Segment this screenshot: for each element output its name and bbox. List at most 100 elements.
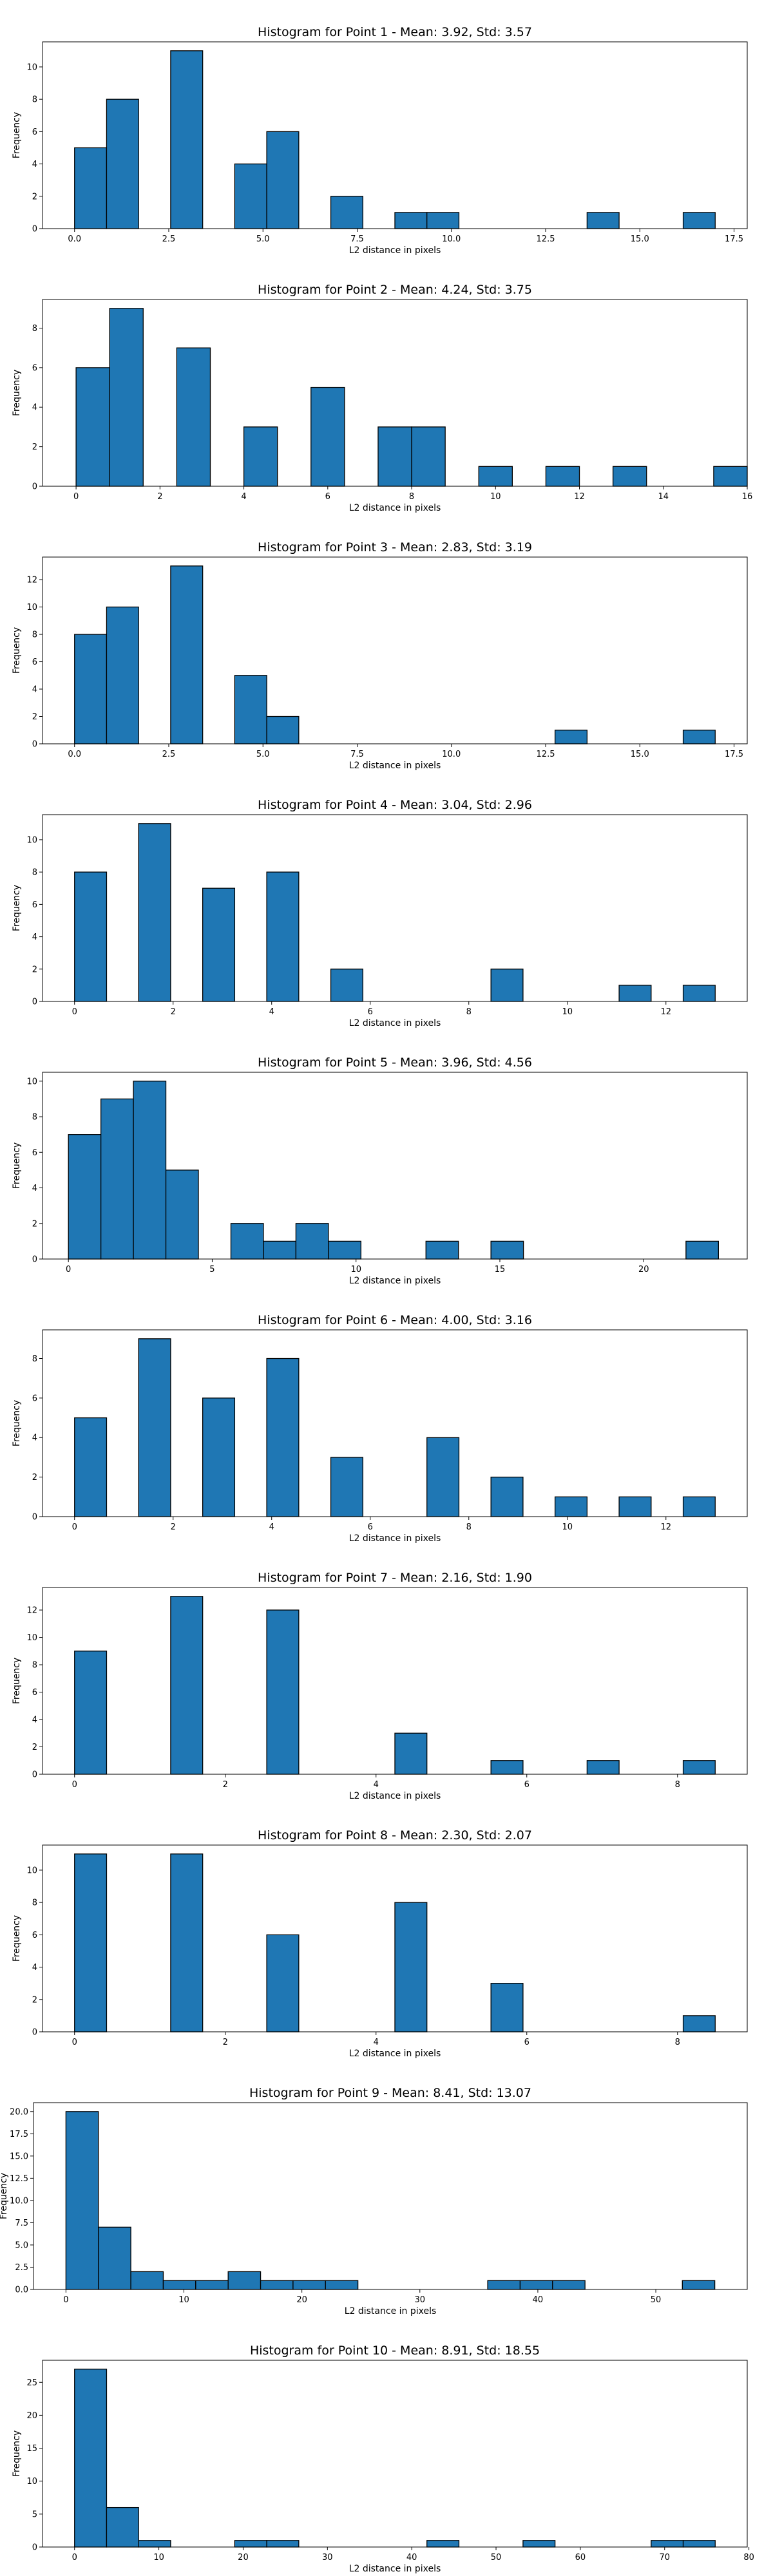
histogram-bar bbox=[165, 1170, 199, 1260]
y-tick-label: 2 bbox=[32, 1219, 37, 1229]
histogram-bar bbox=[682, 985, 716, 1002]
histogram-bar bbox=[138, 1338, 171, 1517]
x-tick-label: 15.0 bbox=[631, 234, 649, 244]
histogram-panel-3: 0.0 2.5 5.0 7.5 10.0 12.5 15.0 17.5 0 2 4 6 8 10 12 His… bbox=[12, 540, 748, 771]
histogram-bar bbox=[330, 1457, 363, 1517]
y-tick-label: 4 bbox=[32, 160, 37, 169]
histogram-bar bbox=[162, 2280, 196, 2290]
histogram-bar bbox=[133, 1081, 167, 1260]
histogram-bar bbox=[545, 466, 580, 487]
histogram-bar bbox=[230, 1223, 264, 1260]
x-tick-label: 12.5 bbox=[537, 234, 555, 244]
y-tick-label: 4 bbox=[32, 1963, 37, 1973]
x-tick-label: 4 bbox=[374, 1780, 379, 1790]
x-tick-label: 16 bbox=[742, 492, 753, 502]
x-tick-label: 17.5 bbox=[725, 750, 743, 759]
histogram-bar bbox=[234, 2540, 267, 2548]
y-axis-label: Frequency bbox=[12, 112, 22, 158]
y-tick-label: 6 bbox=[32, 363, 37, 373]
histogram-bar bbox=[328, 1240, 361, 1260]
x-tick-label: 10 bbox=[562, 1522, 573, 1532]
chart-title: Histogram for Point 3 - Mean: 2.83, Std:… bbox=[258, 540, 532, 554]
y-tick-label: 25 bbox=[26, 2378, 37, 2388]
y-tick-label: 8 bbox=[32, 630, 37, 640]
y-axis-label: Frequency bbox=[12, 2430, 22, 2477]
y-tick-label: 0 bbox=[32, 2028, 37, 2038]
histogram-bar bbox=[106, 606, 139, 744]
y-tick-label: 6 bbox=[32, 658, 37, 667]
axes-frame bbox=[42, 41, 748, 229]
x-tick-label: 0 bbox=[72, 2553, 77, 2562]
histogram-bar bbox=[478, 466, 513, 487]
x-tick-label: 0 bbox=[72, 1522, 77, 1532]
histogram-bar bbox=[138, 823, 171, 1002]
y-tick-label: 10 bbox=[26, 1077, 37, 1086]
x-tick-label: 2.5 bbox=[162, 750, 176, 759]
histogram-bar bbox=[243, 426, 278, 487]
y-tick-label: 2 bbox=[32, 192, 37, 202]
histogram-bar bbox=[425, 1240, 459, 1260]
x-tick-label: 10.0 bbox=[442, 750, 461, 759]
histogram-bar bbox=[490, 969, 524, 1002]
histogram-panel-9: 0 10 20 30 40 50 0.0 2.5 5.0 7.5 10.0 12.5 15.0 17.5 2… bbox=[0, 2086, 748, 2316]
y-tick-label: 17.5 bbox=[10, 2130, 28, 2139]
y-tick-label: 8 bbox=[32, 1661, 37, 1671]
y-tick-label: 20.0 bbox=[10, 2107, 28, 2117]
y-tick-label: 4 bbox=[32, 403, 37, 413]
histogram-bar bbox=[68, 1134, 102, 1260]
histogram-bar bbox=[266, 1609, 300, 1775]
chart-title: Histogram for Point 5 - Mean: 3.96, Std:… bbox=[258, 1056, 532, 1070]
x-tick-label: 0 bbox=[72, 1780, 77, 1790]
histogram-bar bbox=[426, 2540, 460, 2548]
histogram-bar bbox=[490, 1983, 524, 2032]
x-tick-label: 0 bbox=[63, 2295, 68, 2305]
x-tick-label: 2 bbox=[171, 1007, 176, 1017]
x-tick-label: 2 bbox=[171, 1522, 176, 1532]
histogram-panel-5: 0 5 10 15 20 0 2 4 6 8 10 Histogram for Point 5 - M… bbox=[12, 1056, 748, 1286]
x-tick-label: 0 bbox=[72, 1007, 77, 1017]
histogram-bar bbox=[65, 2111, 99, 2290]
x-axis-label: L2 distance in pixels bbox=[349, 1018, 441, 1028]
x-tick-label: 2.5 bbox=[162, 234, 176, 244]
histogram-bar bbox=[682, 1760, 716, 1775]
x-tick-label: 8 bbox=[675, 1780, 680, 1790]
x-tick-label: 6 bbox=[524, 1780, 530, 1790]
x-tick-label: 7.5 bbox=[350, 234, 364, 244]
y-tick-label: 0.0 bbox=[15, 2286, 28, 2295]
histogram-bar bbox=[651, 2540, 684, 2548]
x-tick-label: 12 bbox=[574, 492, 585, 502]
histogram-bar bbox=[234, 163, 267, 229]
y-tick-label: 10.0 bbox=[10, 2196, 28, 2206]
y-axis-label: Frequency bbox=[12, 885, 22, 931]
histogram-panel-10: 0 10 20 30 40 50 60 70 80 0 5 10 15 20 25 Histogram for… bbox=[12, 2344, 754, 2574]
x-tick-label: 14 bbox=[658, 492, 669, 502]
histogram-bar bbox=[202, 887, 236, 1002]
axes-frame bbox=[42, 299, 748, 487]
x-tick-label: 8 bbox=[675, 2038, 680, 2047]
axes-frame bbox=[42, 1844, 748, 2032]
x-tick-label: 10 bbox=[562, 1007, 573, 1017]
y-tick-label: 6 bbox=[32, 1688, 37, 1698]
histogram-bar bbox=[74, 1417, 108, 1517]
x-tick-label: 50 bbox=[491, 2553, 502, 2562]
histogram-bar bbox=[266, 871, 300, 1002]
y-tick-label: 6 bbox=[32, 900, 37, 910]
x-tick-label: 8 bbox=[409, 492, 414, 502]
y-tick-label: 5.0 bbox=[15, 2240, 28, 2250]
y-axis-label: Frequency bbox=[12, 1658, 22, 1704]
histogram-bar bbox=[106, 2506, 139, 2548]
x-tick-label: 6 bbox=[524, 2038, 530, 2047]
histogram-bar bbox=[685, 1240, 720, 1260]
x-tick-label: 30 bbox=[322, 2553, 333, 2562]
y-tick-label: 10 bbox=[26, 1633, 37, 1643]
x-axis-label: L2 distance in pixels bbox=[349, 1533, 441, 1544]
histogram-bar bbox=[170, 1853, 204, 2032]
y-tick-label: 4 bbox=[32, 685, 37, 695]
x-tick-label: 17.5 bbox=[725, 234, 743, 244]
y-tick-label: 4 bbox=[32, 1184, 37, 1193]
histogram-bar bbox=[682, 2280, 716, 2290]
x-tick-label: 12 bbox=[660, 1522, 671, 1532]
y-tick-label: 0 bbox=[32, 998, 37, 1007]
chart-title: Histogram for Point 6 - Mean: 4.00, Std:… bbox=[258, 1313, 532, 1327]
y-tick-label: 0 bbox=[32, 1770, 37, 1780]
